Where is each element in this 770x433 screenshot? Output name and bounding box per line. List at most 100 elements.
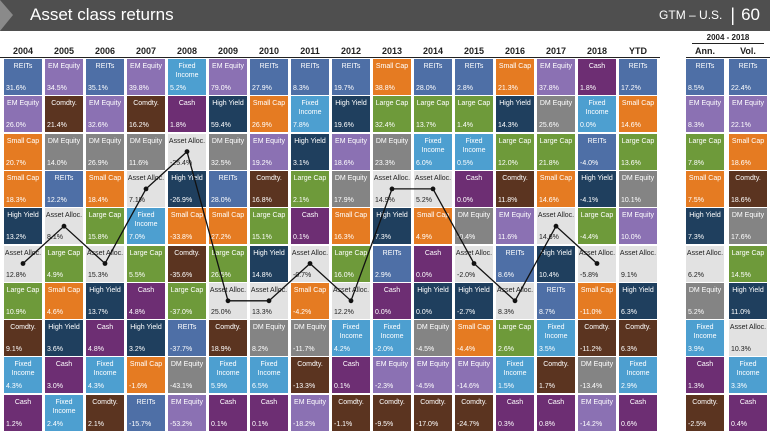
return-value: 6.3% [621, 308, 637, 316]
return-value: 16.8% [252, 196, 272, 204]
return-value: 8.3% [688, 122, 704, 130]
asset-class-label: Cash [383, 286, 401, 294]
return-cell: Small Cap -11.0% [578, 282, 616, 319]
return-cell: Asset Alloc. 12.2% [332, 282, 370, 319]
return-value: 14.5% [731, 271, 751, 279]
asset-class-label: REITs [628, 63, 648, 70]
return-value: 11.6% [129, 159, 149, 167]
return-value: 26.5% [211, 271, 231, 279]
return-value: -43.1% [170, 383, 193, 391]
return-value: 4.3% [6, 383, 22, 391]
asset-class-label: Asset Alloc. [619, 249, 657, 257]
asset-class-label: Asset Alloc. [127, 174, 165, 182]
year-header-rule [0, 57, 660, 58]
column-header: Vol. [740, 46, 756, 56]
asset-class-label: Comdty. [502, 174, 528, 182]
return-value: 12.2% [47, 196, 67, 204]
asset-class-label: Comdty. [10, 324, 36, 332]
asset-class-label: DM Equity [129, 137, 163, 145]
return-cell: Cash 0.1% [291, 208, 329, 245]
return-cell: Large Cap 13.7% [414, 96, 452, 133]
return-cell: Comdty. 16.2% [127, 96, 165, 133]
asset-class-label: Cash [739, 398, 757, 406]
column-header: 2015 [463, 46, 485, 56]
asset-class-label: High Yield [732, 286, 764, 294]
return-cell: Asset Alloc. -0.7% [291, 245, 329, 282]
return-cell: Large Cap 21.8% [537, 133, 575, 170]
return-cell: Small Cap 4.9% [414, 208, 452, 245]
return-cell: Small Cap 14.6% [537, 170, 575, 207]
return-cell: REITs -15.7% [127, 394, 165, 431]
return-cell: DM Equity 8.2% [250, 320, 288, 357]
asset-class-label: Small Cap [129, 361, 163, 369]
return-cell: Fixed Income 3.3% [729, 357, 767, 394]
return-value: 0.0% [416, 271, 432, 279]
return-value: 27.2% [211, 234, 231, 242]
asset-class-label: Small Cap [47, 286, 81, 294]
return-cell: Small Cap 4.6% [45, 282, 83, 319]
return-cell: Comdty. -9.5% [373, 394, 411, 431]
return-cell: Small Cap 27.2% [209, 208, 247, 245]
return-cell: REITs 8.6% [496, 245, 534, 282]
asset-class-label: EM Equity [622, 212, 654, 220]
return-value: 15.8% [88, 234, 108, 242]
return-cell: EM Equity 22.1% [729, 96, 767, 133]
asset-class-label: REITs [259, 63, 279, 70]
return-cell: Comdty. 6.3% [619, 320, 657, 357]
asset-class-label: Comdty. [735, 174, 761, 182]
return-cell: EM Equity 37.8% [537, 59, 575, 95]
asset-class-label: Cash [588, 63, 606, 70]
return-cell: DM Equity -0.4% [455, 208, 493, 245]
return-cell: REITs -4.0% [578, 133, 616, 170]
asset-class-label: DM Equity [88, 137, 122, 145]
page-title: Asset class returns [30, 5, 174, 24]
return-value: 32.4% [375, 122, 395, 130]
column-header: YTD [629, 46, 647, 56]
return-cell: Large Cap 7.8% [686, 133, 724, 170]
return-value: -17.0% [416, 420, 439, 428]
return-cell: EM Equity 8.3% [686, 96, 724, 133]
asset-class-label: DM Equity [457, 212, 491, 220]
return-value: -2.3% [375, 383, 394, 391]
return-cell: Comdty. -17.0% [414, 394, 452, 431]
asset-class-label: DM Equity [334, 174, 368, 182]
return-cell: EM Equity 11.6% [496, 208, 534, 245]
return-value: 2.6% [498, 346, 514, 354]
return-value: 17.2% [621, 85, 641, 92]
return-value: 8.3% [498, 308, 514, 316]
asset-class-label: High Yield [376, 212, 408, 220]
page-number: 60 [741, 5, 760, 24]
return-cell: Asset Alloc. 7.1% [127, 170, 165, 207]
asset-class-label: Asset Alloc. [168, 137, 206, 145]
asset-class-label: DM Equity [621, 174, 655, 182]
return-value: 9.1% [621, 271, 637, 279]
asset-class-label: Comdty. [379, 398, 405, 406]
return-value: -4.0% [580, 159, 599, 167]
asset-class-label: Asset Alloc. [209, 286, 247, 294]
return-value: -4.4% [457, 346, 476, 354]
return-cell: Large Cap 4.9% [45, 245, 83, 282]
asset-class-label: REITs [95, 63, 115, 70]
return-cell: DM Equity 26.9% [86, 133, 124, 170]
return-cell: High Yield 14.8% [250, 245, 288, 282]
return-cell: Comdty. -1.1% [332, 394, 370, 431]
return-value: 8.3% [293, 85, 309, 92]
return-value: -0.4% [457, 234, 476, 242]
return-cell: Asset Alloc. 5.2% [414, 170, 452, 207]
return-cell: Cash 1.3% [686, 357, 724, 394]
return-cell: EM Equity -18.2% [291, 394, 329, 431]
asset-class-label: Large Cap [457, 100, 491, 108]
return-value: 10.0% [621, 234, 641, 242]
return-value: 6.2% [688, 271, 704, 279]
return-value: 1.8% [580, 85, 596, 92]
return-value: 14.8% [252, 271, 272, 279]
return-value: -9.5% [375, 420, 394, 428]
return-value: 10.4% [539, 271, 559, 279]
asset-class-label: Cash [629, 398, 647, 406]
return-cell: DM Equity 11.6% [127, 133, 165, 170]
return-cell: Large Cap -37.0% [168, 282, 206, 319]
return-value: 14.6% [539, 234, 559, 242]
return-cell: EM Equity 79.0% [209, 59, 247, 95]
asset-class-label: High Yield [294, 137, 326, 145]
return-value: 0.1% [252, 420, 268, 428]
